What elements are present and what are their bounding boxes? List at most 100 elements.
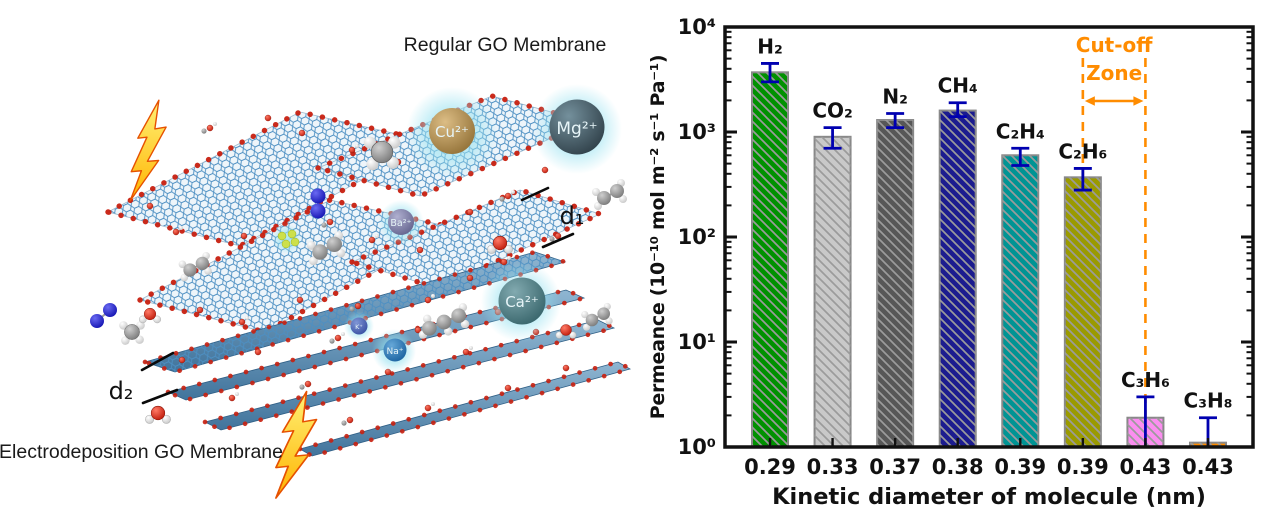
oxygen-atom bbox=[348, 146, 356, 154]
oxygen-atom bbox=[238, 318, 246, 326]
ion-ba: Ba²⁺ bbox=[378, 200, 424, 246]
d1-tick-lower bbox=[541, 232, 575, 249]
bar-hatch bbox=[1002, 155, 1039, 447]
oxygen-atom bbox=[146, 202, 154, 210]
oxygen-atom bbox=[500, 258, 508, 266]
cutoff-arrowhead-right bbox=[1133, 96, 1144, 106]
bar-label: C₃H₆ bbox=[1121, 368, 1170, 392]
oxygen-atom bbox=[541, 166, 549, 174]
oxygen-atom bbox=[298, 129, 306, 137]
water-molecule bbox=[138, 307, 162, 324]
x-tick-label: 0.29 bbox=[744, 455, 796, 479]
oxygen-atom bbox=[424, 296, 432, 304]
oxygen-atom bbox=[178, 356, 186, 364]
go-membrane-illustration: Cu²⁺ Mg²⁺ Ba²⁺ Ca²⁺ K⁺ bbox=[0, 34, 636, 502]
carbon-atom bbox=[201, 128, 207, 134]
ion-sphere bbox=[350, 317, 368, 335]
chart-frame bbox=[723, 25, 1255, 449]
ion-label: Ca²⁺ bbox=[505, 293, 539, 311]
hydrogen-atom bbox=[511, 190, 515, 194]
d1-label: d₁ bbox=[560, 202, 585, 230]
carbon-atom bbox=[341, 420, 347, 426]
oxygen-atom bbox=[554, 232, 562, 240]
d2-label: d₂ bbox=[109, 377, 134, 405]
bar-hatch bbox=[877, 120, 914, 447]
cutoff-arrowhead-left bbox=[1084, 96, 1095, 106]
oxygen-atom bbox=[466, 274, 474, 282]
oxygen-atom bbox=[304, 380, 312, 388]
oxygen-atom bbox=[504, 192, 512, 200]
oxygen-atom bbox=[424, 404, 432, 412]
ion-label: Ba²⁺ bbox=[390, 218, 411, 229]
ion-sphere bbox=[429, 108, 475, 154]
ion-cu: Cu²⁺ bbox=[406, 87, 498, 179]
oxygen-atom bbox=[354, 302, 362, 310]
nitrogen-molecule bbox=[89, 302, 118, 329]
carbon-atom bbox=[329, 338, 335, 344]
oxygen-atom bbox=[326, 218, 334, 226]
hydrogen-atom bbox=[213, 122, 217, 126]
ion-label: K⁺ bbox=[355, 323, 363, 331]
hydrogen-atom bbox=[375, 234, 379, 238]
y-ticks-group: 10⁰ 10¹ 10² 10³ 10⁴ bbox=[678, 15, 1253, 459]
carbon-atom bbox=[499, 196, 505, 202]
solvated-ion bbox=[272, 224, 302, 254]
bar-label: N₂ bbox=[882, 85, 908, 109]
hydrogen-atom bbox=[469, 346, 473, 350]
x-tick-label: 0.39 bbox=[994, 455, 1046, 479]
carbon-atom bbox=[299, 384, 305, 390]
bar-label: C₂H₆ bbox=[1058, 139, 1107, 163]
x-tick-label: 0.43 bbox=[1182, 455, 1234, 479]
y-axis-title: Permeance (10⁻¹⁰ mol m⁻² s⁻¹ Pa⁻¹) bbox=[647, 55, 669, 419]
oxygen-atom bbox=[462, 348, 470, 356]
carbon-atom bbox=[549, 236, 555, 242]
oxygen-atom bbox=[206, 124, 214, 132]
bar-label: CH₄ bbox=[938, 74, 978, 98]
hydrogen-atom bbox=[431, 294, 435, 298]
hydrogen-atom bbox=[235, 392, 239, 396]
oxygen-atom bbox=[264, 114, 272, 122]
y-tick-label: 10³ bbox=[678, 120, 716, 144]
methane-molecule bbox=[118, 320, 146, 346]
carbon-atom bbox=[321, 222, 327, 228]
y-tick-label: 10² bbox=[678, 225, 716, 249]
ion-k: K⁺ bbox=[344, 311, 374, 341]
oxygen-atom bbox=[466, 208, 474, 216]
ion-sphere bbox=[549, 99, 605, 155]
d1-tick-upper bbox=[520, 186, 550, 202]
ion-label: Na⁺ bbox=[387, 347, 404, 357]
oxygen-atom bbox=[368, 236, 376, 244]
bar-hatch bbox=[939, 110, 976, 448]
oxygen-atom bbox=[196, 306, 204, 314]
oxygen-atom bbox=[346, 416, 354, 424]
bar-hatch bbox=[752, 72, 788, 448]
bar-label: H₂ bbox=[757, 34, 783, 58]
regular-go-membrane-label: Regular GO Membrane bbox=[404, 34, 607, 56]
bars-group bbox=[751, 71, 1227, 449]
y-tick-label: 10⁴ bbox=[678, 15, 716, 39]
ethane-molecule bbox=[591, 178, 628, 211]
cutoff-zone-label: Zone bbox=[1086, 61, 1142, 85]
hydrogen-atom bbox=[431, 402, 435, 406]
ion-label: Mg²⁺ bbox=[556, 119, 597, 139]
oxygen-atom bbox=[240, 232, 248, 240]
bar-label: C₂H₄ bbox=[996, 119, 1045, 143]
bar-label: CO₂ bbox=[812, 99, 852, 123]
oxygen-atom bbox=[504, 384, 512, 392]
oxygen-groups bbox=[146, 114, 570, 426]
go-sheet bbox=[294, 359, 636, 459]
oxygen-atom bbox=[296, 296, 304, 304]
x-tick-label: 0.39 bbox=[1057, 455, 1109, 479]
d2-tick-upper bbox=[140, 351, 175, 372]
d2-tick-lower bbox=[141, 388, 179, 405]
ion-na: Na⁺ bbox=[372, 329, 416, 373]
go-sheet bbox=[344, 187, 608, 291]
ion-mg: Mg²⁺ bbox=[532, 84, 622, 174]
oxygen-atom bbox=[562, 364, 570, 372]
regular-go-sheet-stack bbox=[100, 93, 608, 335]
carbon-atom bbox=[349, 306, 355, 312]
hydrogen-atom bbox=[507, 256, 511, 260]
ion-sphere bbox=[498, 277, 546, 325]
bar-label: C₃H₈ bbox=[1184, 389, 1233, 413]
oxygen-atom bbox=[228, 394, 236, 402]
